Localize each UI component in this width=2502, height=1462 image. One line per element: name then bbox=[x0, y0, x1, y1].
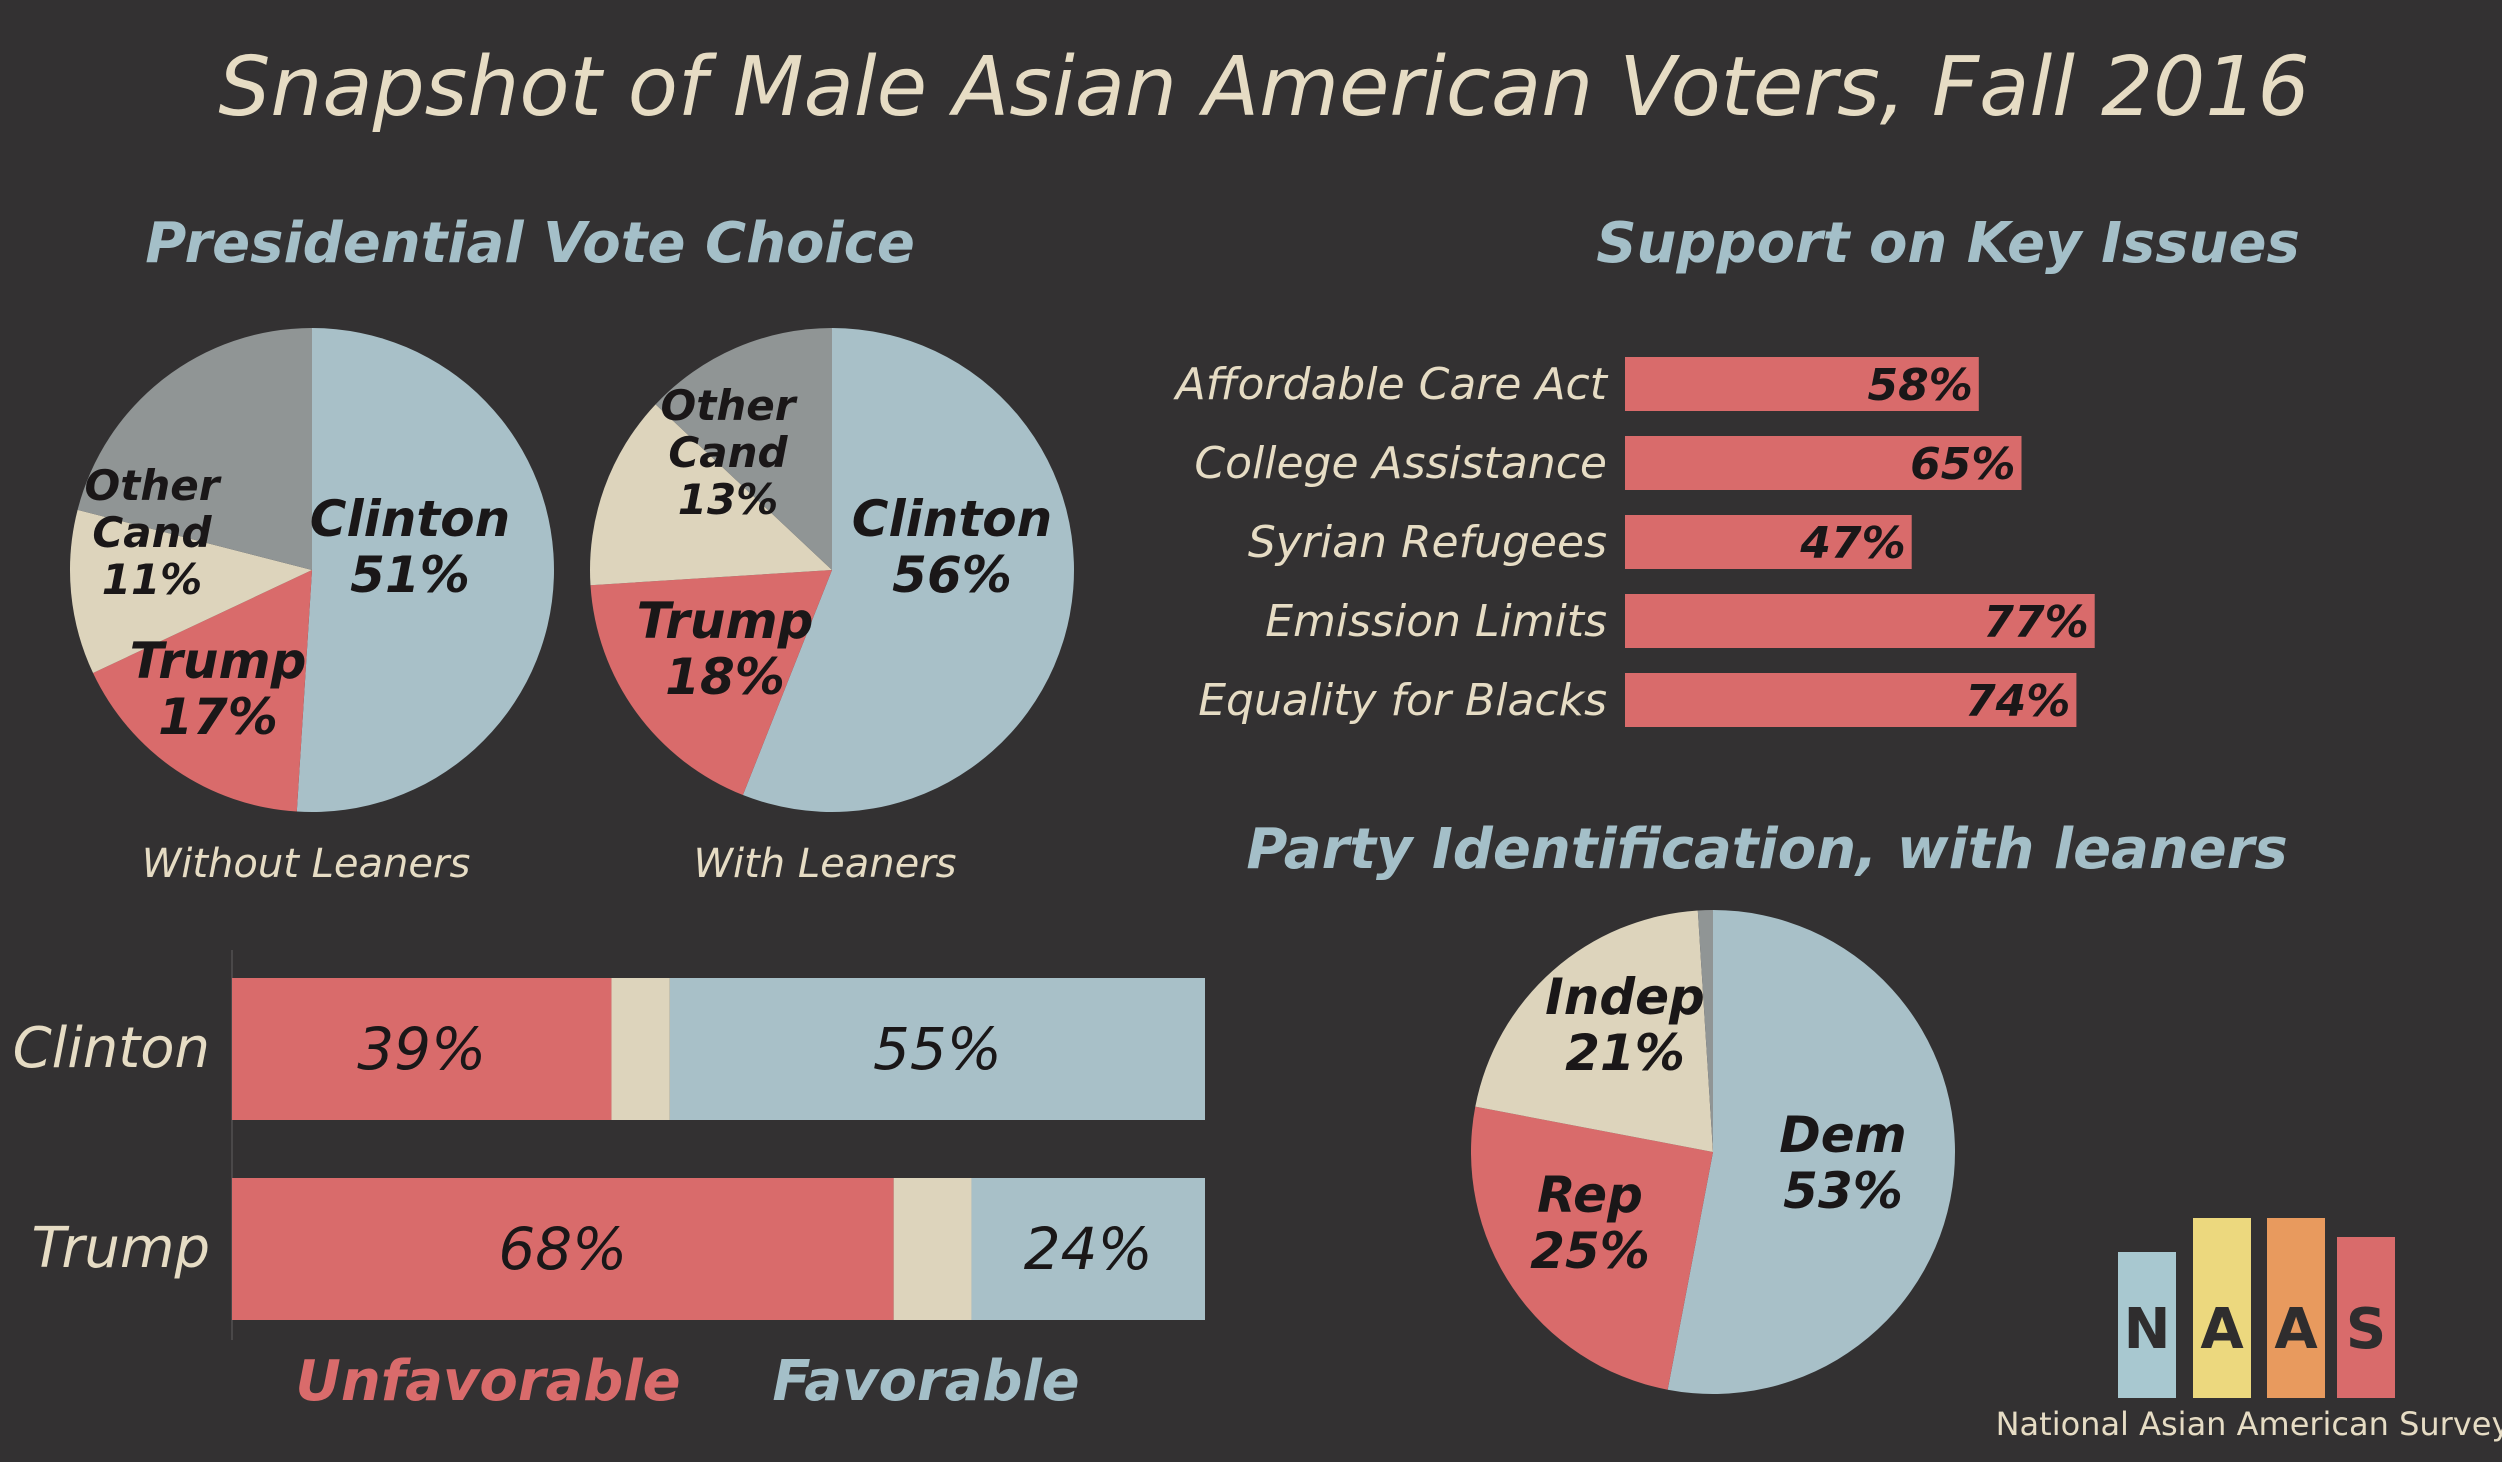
vote-choice-heading: Presidential Vote Choice bbox=[145, 211, 915, 276]
pie-with-leaners-slice-trump bbox=[590, 570, 832, 796]
pie-party-label-dem-line: Dem bbox=[1779, 1106, 1907, 1164]
pie-party-label-indep: Indep 21% bbox=[1545, 968, 1705, 1082]
row-label-trump: Trump bbox=[32, 1216, 210, 1281]
pie-party-slice-other bbox=[1697, 910, 1713, 1152]
issue-label-equality-for-blacks: Equality for Blacks bbox=[1198, 675, 1607, 726]
pie-party-slice-rep bbox=[1471, 1106, 1713, 1390]
issue-bar-syrian-refugees bbox=[1625, 515, 1912, 569]
pie-without-leaners-label-other: Other Cand 11% bbox=[85, 461, 222, 604]
pie-without-leaners-label-other-line: Cand bbox=[92, 508, 212, 557]
pie-party-slice-dem bbox=[1667, 910, 1955, 1394]
bar-unfavorable-clinton bbox=[232, 978, 612, 1120]
logo-letter-2: A bbox=[2274, 1297, 2318, 1362]
bar-unfavorable-trump bbox=[232, 1178, 894, 1320]
issue-value-affordable-care-act: 58% bbox=[1867, 360, 1972, 411]
pie-without-leaners-label-clinton-line: 51% bbox=[350, 546, 470, 604]
pie-chart-with-leaners: Clinton 56% Trump 18% Other Cand 13% bbox=[590, 328, 1074, 812]
pie-with-leaners-label-clinton-line: Clinton bbox=[852, 490, 1052, 548]
pie-with-leaners-label-trump: Trump 18% bbox=[637, 592, 814, 706]
bar-favorable-label-clinton: 55% bbox=[873, 1015, 1002, 1083]
issue-label-affordable-care-act: Affordable Care Act bbox=[1173, 359, 1609, 410]
issue-value-college-assistance: 65% bbox=[1910, 439, 2015, 490]
pie-with-leaners-label-other-line: 13% bbox=[678, 475, 779, 524]
pie-party-label-dem-line: 53% bbox=[1783, 1162, 1903, 1220]
pie-party-label-rep-line: Rep bbox=[1537, 1166, 1643, 1224]
issue-label-syrian-refugees: Syrian Refugees bbox=[1248, 517, 1607, 568]
pie-party-slice-indep bbox=[1475, 910, 1713, 1152]
pie-party-label-rep-line: 25% bbox=[1530, 1222, 1650, 1280]
pie-without-leaners-label-other-line: Other bbox=[85, 461, 222, 510]
logo-tagline: National Asian American Survey bbox=[1996, 1405, 2502, 1443]
issues-heading: Support on Key Issues bbox=[1596, 211, 2300, 276]
issue-label-emission-limits: Emission Limits bbox=[1265, 596, 1607, 647]
issue-bar-affordable-care-act bbox=[1625, 357, 1979, 411]
pie-without-leaners-slice-none bbox=[77, 328, 312, 570]
pie-without-leaners-label-clinton: Clinton 51% bbox=[310, 490, 510, 604]
pie-with-leaners-label-clinton: Clinton 56% bbox=[852, 490, 1052, 604]
pie-party-label-rep: Rep 25% bbox=[1530, 1166, 1650, 1280]
issues-section: Support on Key Issues Affordable Care Ac… bbox=[1173, 211, 2300, 727]
issue-bar-equality-for-blacks bbox=[1625, 673, 2077, 727]
row-label-clinton: Clinton bbox=[13, 1016, 210, 1081]
pie-with-leaners-label-other-line: Cand bbox=[668, 428, 788, 477]
bar-neutral-trump bbox=[893, 1178, 972, 1320]
bar-favorable-trump bbox=[971, 1178, 1205, 1320]
pie-with-leaners-label-clinton-line: 56% bbox=[892, 546, 1012, 604]
issue-label-college-assistance: College Assistance bbox=[1194, 438, 1607, 489]
bar-unfavorable-label-clinton: 39% bbox=[357, 1015, 486, 1083]
pie-chart-without-leaners: Clinton 51%Trump 17%Other Cand 11% bbox=[69, 328, 555, 812]
logo-bar-1 bbox=[2193, 1218, 2251, 1398]
logo-bar-2 bbox=[2267, 1218, 2325, 1398]
pie-without-leaners-label-clinton-line: Clinton bbox=[310, 490, 510, 548]
pie-caption-without-leaners: Without Leaners bbox=[142, 841, 471, 887]
logo-bar-0 bbox=[2118, 1252, 2176, 1398]
pie-without-leaners-slice-clinton bbox=[296, 328, 555, 812]
issues-bars: Affordable Care Act 58% College Assistance… bbox=[1173, 357, 2095, 727]
pie-caption-with-leaners: With Leaners bbox=[693, 841, 956, 887]
favorability-bars: Clinton 39% 55% Trump 68% 24% bbox=[13, 978, 1205, 1320]
bar-favorable-label-trump: 24% bbox=[1024, 1215, 1153, 1283]
pie-with-leaners-label-trump-line: 18% bbox=[665, 648, 785, 706]
pie-with-leaners-slice-none bbox=[655, 328, 832, 570]
pie-chart-party-identification: Dem 53% Rep 25% Indep 21% bbox=[1471, 910, 1955, 1394]
party-id-heading: Party Identification, with leaners bbox=[1246, 817, 2287, 882]
legend-unfavorable: Unfavorable bbox=[295, 1349, 680, 1414]
pie-without-leaners-label-trump-line: Trump bbox=[130, 632, 307, 690]
pie-with-leaners-slice-clinton bbox=[742, 328, 1074, 812]
pie-with-leaners-label-trump-line: Trump bbox=[637, 592, 814, 650]
bar-favorable-clinton bbox=[669, 978, 1205, 1120]
issue-value-emission-limits: 77% bbox=[1983, 597, 2088, 648]
pie-with-leaners-label-other: Other Cand 13% bbox=[661, 381, 798, 524]
pie-without-leaners-label-other-line: 11% bbox=[102, 555, 203, 604]
pie-without-leaners-label-trump-line: 17% bbox=[158, 688, 278, 746]
party-id-section: Party Identification, with leaners Dem 53… bbox=[1246, 817, 2288, 1394]
issue-value-equality-for-blacks: 74% bbox=[1965, 676, 2070, 727]
bar-unfavorable-label-trump: 68% bbox=[498, 1215, 627, 1283]
issue-bar-college-assistance bbox=[1625, 436, 2022, 490]
pie-without-leaners-label-trump: Trump 17% bbox=[130, 632, 307, 746]
logo-letter-3: S bbox=[2346, 1297, 2386, 1362]
pie-party-label-indep-line: Indep bbox=[1545, 968, 1705, 1026]
issue-bar-emission-limits bbox=[1625, 594, 2095, 648]
favorability-section: Clinton 39% 55% Trump 68% 24% Unfavorable Fav… bbox=[13, 950, 1205, 1414]
pie-with-leaners-label-other-line: Other bbox=[661, 381, 798, 430]
logo-letter-1: A bbox=[2200, 1297, 2244, 1362]
legend-favorable: Favorable bbox=[772, 1349, 1079, 1414]
pie-party-label-dem: Dem 53% bbox=[1779, 1106, 1907, 1220]
logo-bar-3 bbox=[2337, 1237, 2395, 1398]
vote-choice-section: Presidential Vote Choice Clinton 51%Trump… bbox=[69, 211, 1074, 887]
page-title: Snapshot of Male Asian American Voters, … bbox=[218, 40, 2309, 135]
pie-without-leaners-slice-trump bbox=[93, 570, 312, 812]
pie-with-leaners-slice-other bbox=[590, 404, 832, 586]
logo-letter-0: N bbox=[2124, 1297, 2171, 1362]
pie-party-label-indep-line: 21% bbox=[1565, 1024, 1685, 1082]
pie-without-leaners-slice-other bbox=[69, 509, 312, 674]
bar-neutral-clinton bbox=[611, 978, 670, 1120]
issue-value-syrian-refugees: 47% bbox=[1799, 518, 1905, 569]
